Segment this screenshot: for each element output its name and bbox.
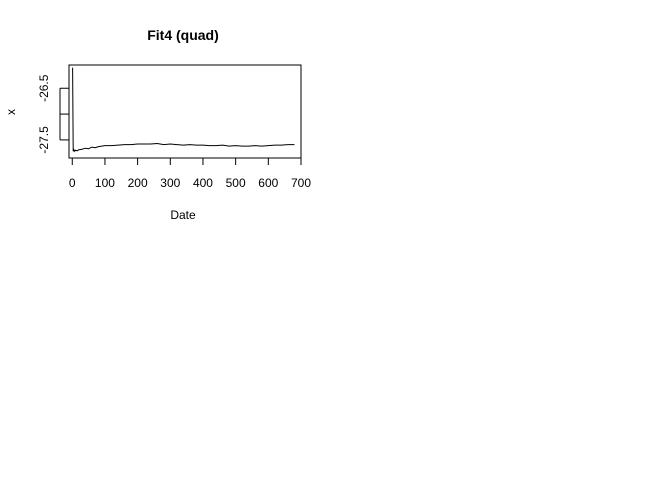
x-tick-label: 500 bbox=[226, 176, 246, 190]
x-axis: 0 100 200 300 400 500 600 700 bbox=[69, 157, 311, 190]
series-line-0 bbox=[72, 67, 295, 153]
x-tick-label: 0 bbox=[69, 176, 76, 190]
x-tick-label: 200 bbox=[128, 176, 148, 190]
chart-title: Fit4 (quad) bbox=[147, 27, 219, 43]
series-layer bbox=[72, 67, 295, 153]
x-tick-label: 300 bbox=[160, 176, 180, 190]
x-tick-label: 600 bbox=[258, 176, 278, 190]
plot-frame bbox=[68, 64, 302, 159]
x-tick-label: 400 bbox=[193, 176, 213, 190]
x-tick-label: 100 bbox=[95, 176, 115, 190]
y-axis-label: x bbox=[4, 109, 18, 115]
x-axis-label: Date bbox=[170, 208, 196, 222]
x-tick-label: 700 bbox=[291, 176, 311, 190]
y-tick-label: -26.5 bbox=[37, 74, 51, 102]
y-tick-label: -27.5 bbox=[37, 126, 51, 154]
y-axis: -27.5 -26.5 bbox=[37, 74, 69, 154]
